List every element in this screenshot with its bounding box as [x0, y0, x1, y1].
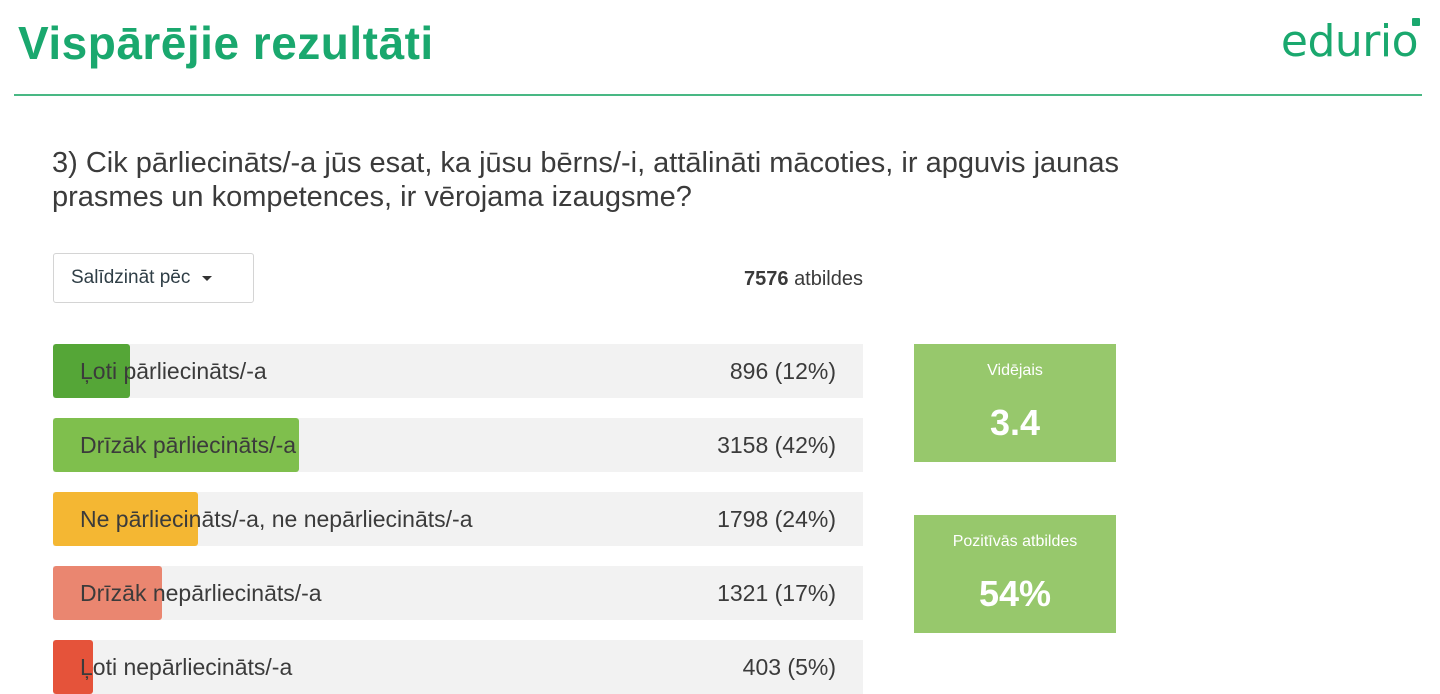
- answer-bar: [53, 492, 198, 546]
- answer-count: 896 (12%): [729, 357, 836, 384]
- answer-count: 3158 (42%): [717, 431, 836, 458]
- answer-label: Ļoti pārliecināts/-a: [80, 357, 267, 384]
- brand-logo-dot: [1412, 18, 1420, 26]
- answer-bar: [53, 344, 130, 398]
- page-title: Vispārējie rezultāti: [18, 17, 434, 69]
- responses-count: 7576: [744, 268, 789, 290]
- answer-row: Drīzāk pārliecināts/-a 3158 (42%): [53, 418, 863, 472]
- answer-row: Drīzāk nepārliecināts/-a 1321 (17%): [53, 566, 863, 620]
- answer-bar: [53, 418, 299, 472]
- answer-label: Drīzāk pārliecināts/-a: [80, 431, 297, 458]
- question-text: 3) Cik pārliecināts/-a jūs esat, ka jūsu…: [52, 147, 1120, 213]
- responses-total: 7576 atbildes: [700, 268, 863, 291]
- positive-answers-value: 54%: [978, 573, 1052, 614]
- answer-label: Ļoti nepārliecināts/-a: [80, 653, 293, 680]
- answer-count: 1798 (24%): [717, 505, 836, 532]
- answer-label: Drīzāk nepārliecināts/-a: [80, 579, 322, 606]
- compare-by-label: Salīdzināt pēc: [71, 267, 191, 288]
- answer-row: Ne pārliecināts/-a, ne nepārliecināts/-a…: [53, 492, 863, 546]
- compare-by-dropdown[interactable]: Salīdzināt pēc: [53, 253, 254, 303]
- answer-count: 1321 (17%): [717, 579, 836, 606]
- answer-label: Ne pārliecināts/-a, ne nepārliecināts/-a: [80, 505, 473, 532]
- answer-row: Ļoti pārliecināts/-a 896 (12%): [53, 344, 863, 398]
- header-divider: [14, 94, 1422, 96]
- caret-down-icon: [202, 275, 213, 281]
- answer-bar: [53, 566, 162, 620]
- average-label: Vidējais: [987, 362, 1043, 379]
- answer-row: Ļoti nepārliecināts/-a 403 (5%): [53, 640, 863, 694]
- answer-bar: [53, 640, 93, 694]
- positive-answers-card: Pozitīvās atbildes 54%: [914, 515, 1116, 633]
- positive-answers-label: Pozitīvās atbildes: [952, 533, 1078, 550]
- responses-label: atbildes: [794, 268, 863, 290]
- brand-logo: edurio: [1280, 16, 1419, 67]
- answer-count: 403 (5%): [742, 653, 836, 680]
- average-value: 3.4: [989, 402, 1041, 443]
- average-card: Vidējais 3.4: [914, 344, 1116, 462]
